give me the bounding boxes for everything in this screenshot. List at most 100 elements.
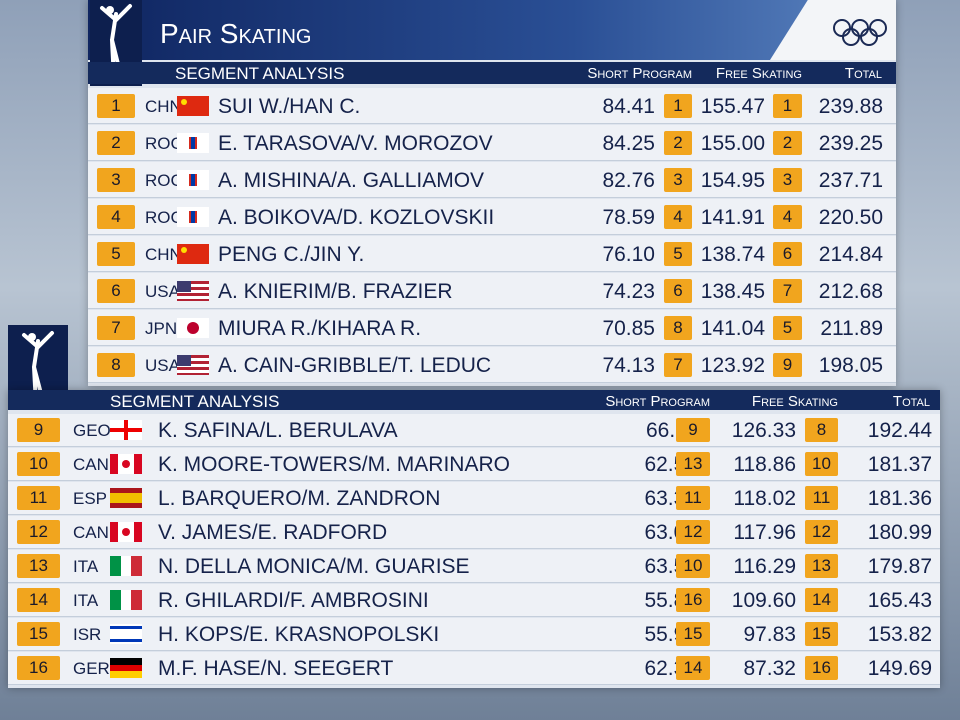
flag bbox=[110, 522, 142, 542]
short-program-rank: 12 bbox=[676, 520, 710, 544]
free-skating-rank: 14 bbox=[805, 588, 838, 612]
skater-names: M.F. HASE/N. SEEGERT bbox=[158, 657, 394, 680]
short-program-score: 82.76 bbox=[602, 168, 655, 192]
free-skating-score: 123.92 bbox=[700, 353, 765, 377]
free-skating-rank: 15 bbox=[805, 622, 838, 646]
row bbox=[88, 236, 896, 272]
total-score: 212.68 bbox=[818, 279, 883, 303]
row bbox=[8, 584, 940, 617]
short-program-rank: 6 bbox=[664, 278, 692, 303]
flag bbox=[177, 280, 209, 301]
flag bbox=[110, 590, 142, 610]
free-skating-score: 87.32 bbox=[743, 657, 796, 680]
noc-code: ITA bbox=[73, 591, 99, 610]
total-score: 153.82 bbox=[867, 623, 932, 646]
row bbox=[8, 652, 940, 685]
short-program-rank: 10 bbox=[676, 554, 710, 578]
total-score: 198.05 bbox=[818, 353, 883, 377]
short-program-rank: 16 bbox=[676, 588, 710, 612]
flag bbox=[110, 624, 142, 644]
skater-names: V. JAMES/E. RADFORD bbox=[158, 521, 388, 544]
row bbox=[8, 550, 940, 583]
skater-names: A. MISHINA/A. GALLIAMOV bbox=[218, 168, 485, 192]
flag-image bbox=[110, 420, 142, 440]
header-bar bbox=[8, 390, 940, 410]
noc-code: CAN bbox=[73, 455, 109, 474]
free-skating-score: 126.33 bbox=[731, 419, 796, 442]
flag-image bbox=[177, 206, 209, 227]
free-skating-rank: 5 bbox=[773, 315, 802, 340]
flag bbox=[110, 556, 142, 576]
header-bar bbox=[88, 62, 896, 84]
free-skating-rank: 13 bbox=[805, 554, 838, 578]
flag bbox=[110, 488, 142, 508]
noc-code: ROC bbox=[145, 133, 183, 153]
free-skating-rank: 16 bbox=[805, 656, 838, 680]
free-skating-rank: 9 bbox=[773, 352, 802, 377]
flag bbox=[177, 354, 209, 375]
rank: 12 bbox=[17, 520, 60, 544]
flag-image bbox=[110, 488, 142, 508]
short-program-score: 76.10 bbox=[602, 242, 655, 266]
row bbox=[8, 516, 940, 549]
flag-image bbox=[177, 95, 209, 116]
row bbox=[88, 162, 896, 198]
row bbox=[8, 482, 940, 515]
skater-names: PENG C./JIN Y. bbox=[218, 242, 365, 266]
skater-names: N. DELLA MONICA/M. GUARISE bbox=[158, 555, 470, 578]
flag-image bbox=[110, 624, 142, 644]
flag-image bbox=[177, 132, 209, 153]
skater-names: K. MOORE-TOWERS/M. MARINARO bbox=[158, 453, 510, 476]
rank: 3 bbox=[97, 167, 135, 192]
row bbox=[88, 125, 896, 161]
noc-code: USA bbox=[145, 281, 180, 301]
flag-image bbox=[177, 317, 209, 338]
column-header: Short Program bbox=[587, 65, 692, 82]
free-skating-score: 118.86 bbox=[733, 453, 796, 476]
noc-code: CHN bbox=[145, 244, 182, 264]
flag bbox=[110, 420, 142, 440]
short-program-rank: 7 bbox=[664, 352, 692, 377]
noc-code: USA bbox=[145, 355, 180, 375]
flag-image bbox=[177, 169, 209, 190]
free-skating-score: 117.96 bbox=[733, 521, 796, 544]
flag bbox=[177, 132, 209, 153]
noc-code: ESP bbox=[73, 489, 108, 508]
flag-image bbox=[177, 354, 209, 375]
rank: 2 bbox=[97, 130, 135, 155]
flag bbox=[110, 658, 142, 678]
rank: 5 bbox=[97, 241, 135, 266]
rank: 10 bbox=[17, 452, 60, 476]
free-skating-score: 141.91 bbox=[700, 205, 765, 229]
flag bbox=[177, 169, 209, 190]
skater-names: MIURA R./KIHARA R. bbox=[218, 316, 422, 340]
row bbox=[88, 310, 896, 346]
total-score: 179.87 bbox=[867, 555, 932, 578]
total-score: 180.99 bbox=[867, 521, 932, 544]
flag bbox=[177, 95, 209, 116]
flag-image bbox=[110, 454, 142, 474]
rank: 15 bbox=[17, 622, 60, 646]
flag bbox=[177, 317, 209, 338]
free-skating-rank: 12 bbox=[805, 520, 838, 544]
flag-image bbox=[110, 556, 142, 576]
short-program-rank: 3 bbox=[664, 167, 692, 192]
short-program-rank: 1 bbox=[664, 93, 692, 118]
free-skating-score: 138.45 bbox=[700, 279, 765, 303]
rank: 1 bbox=[97, 93, 135, 118]
total-score: 165.43 bbox=[867, 589, 932, 612]
rank: 14 bbox=[17, 588, 60, 612]
short-program-rank: 15 bbox=[676, 622, 710, 646]
free-skating-score: 141.04 bbox=[700, 316, 765, 340]
free-skating-score: 155.00 bbox=[700, 131, 765, 155]
subtitle: SEGMENT ANALYSIS bbox=[175, 64, 345, 83]
total-score: 211.89 bbox=[820, 316, 883, 340]
noc-code: JPN bbox=[145, 318, 178, 338]
flag-image bbox=[177, 280, 209, 301]
flag-image bbox=[177, 243, 209, 264]
rank: 13 bbox=[17, 554, 60, 578]
free-skating-rank: 6 bbox=[773, 241, 802, 266]
skater-names: A. BOIKOVA/D. KOZLOVSKII bbox=[218, 205, 495, 229]
short-program-score: 74.13 bbox=[602, 353, 655, 377]
short-program-rank: 14 bbox=[676, 656, 710, 680]
